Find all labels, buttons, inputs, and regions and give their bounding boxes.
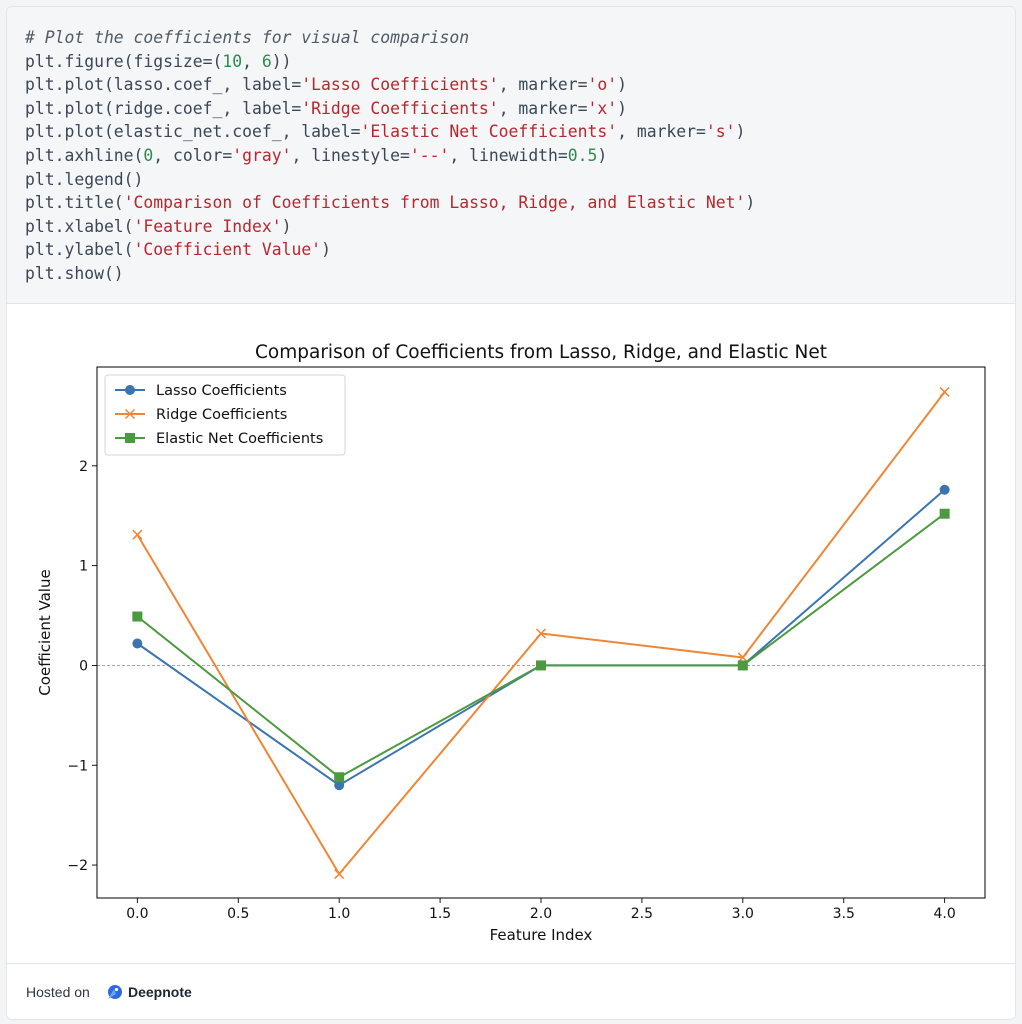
- code-token-code: , marker=: [498, 98, 588, 118]
- code-token-code: plt.show(): [25, 263, 124, 283]
- x-tick-label: 1.5: [429, 906, 451, 922]
- code-token-comment: # Plot the coefficients for visual compa…: [25, 28, 470, 47]
- code-token-str: '--': [409, 145, 450, 165]
- data-point: [939, 484, 950, 495]
- code-token-code: plt.plot(ridge.coef_, label=: [25, 98, 302, 118]
- code-token-code: plt.plot(elastic_net.coef_, label=: [25, 122, 361, 142]
- data-point: [939, 508, 950, 519]
- code-line: # Plot the coefficients for visual compa…: [25, 26, 755, 50]
- code-line: plt.ylabel('Coefficient Value'): [25, 238, 755, 262]
- y-tick-label: −1: [67, 758, 88, 774]
- deepnote-logo-icon[interactable]: [105, 983, 123, 1001]
- footer: Hosted on Deepnote: [7, 963, 1015, 1019]
- y-axis-label: Coefficient Value: [36, 569, 54, 695]
- legend-label: Ridge Coefficients: [156, 407, 287, 423]
- code-token-code: ): [597, 145, 608, 165]
- code-token-code: ): [735, 122, 746, 142]
- code-line: plt.axhline(0, color='gray', linestyle='…: [25, 144, 755, 168]
- code-token-str: 'Elastic Net Coefficients': [360, 122, 618, 142]
- legend-label: Elastic Net Coefficients: [156, 431, 323, 447]
- code-token-str: 'x': [587, 98, 618, 118]
- data-point: [939, 386, 950, 397]
- x-tick-label: 2.0: [530, 906, 552, 922]
- y-tick-label: 1: [79, 559, 88, 575]
- y-tick-label: 0: [79, 658, 88, 674]
- code-token-code: , marker=: [617, 122, 706, 142]
- code-line: plt.plot(lasso.coef_, label='Lasso Coeff…: [25, 73, 755, 97]
- code-token-code: , linewidth=: [449, 145, 568, 165]
- series-line-0: [136, 489, 946, 787]
- chart-title: Comparison of Coefficients from Lasso, R…: [255, 342, 827, 363]
- code-line: plt.plot(ridge.coef_, label='Ridge Coeff…: [25, 97, 755, 121]
- code-line: plt.figure(figsize=(10, 6)): [25, 50, 755, 74]
- code-token-code: plt.xlabel(: [25, 216, 134, 236]
- code-line: plt.legend(): [25, 168, 755, 192]
- code-token-code: plt.plot(lasso.coef_, label=: [25, 75, 302, 95]
- legend-label: Lasso Coefficients: [156, 383, 287, 399]
- x-tick-label: 0.0: [126, 906, 148, 922]
- code-token-code: plt.legend(): [25, 169, 144, 189]
- code-token-str: 'Feature Index': [133, 216, 282, 236]
- code-token-code: ): [745, 193, 756, 213]
- legend-swatch-marker: [125, 385, 135, 395]
- data-point: [334, 772, 345, 783]
- y-tick-label: 2: [79, 459, 88, 475]
- code-token-code: ): [617, 75, 627, 95]
- data-point: [535, 628, 547, 639]
- code-token-code: plt.ylabel(: [25, 240, 134, 260]
- code-token-str: 'o': [587, 75, 618, 95]
- code-line: plt.show(): [25, 262, 755, 286]
- y-tick-label: −2: [67, 858, 88, 874]
- code-token-num: 10: [222, 51, 243, 71]
- code-token-num: 0: [143, 145, 154, 165]
- plot-frame: [96, 366, 986, 899]
- data-point: [536, 660, 546, 671]
- code-line: plt.title('Comparison of Coefficients fr…: [25, 191, 755, 215]
- code-token-str: 'Lasso Coefficients': [301, 75, 499, 95]
- code-line: plt.xlabel('Feature Index'): [25, 215, 755, 239]
- data-point: [132, 638, 143, 649]
- data-point: [737, 660, 748, 671]
- code-line: plt.plot(elastic_net.coef_, label='Elast…: [25, 120, 755, 144]
- code-token-str: 'Coefficient Value': [133, 240, 322, 260]
- x-tick-label: 4.0: [934, 906, 956, 922]
- legend-swatch-marker: [125, 433, 135, 443]
- code-token-code: ,: [242, 51, 262, 71]
- code-token-code: plt.axhline(: [25, 145, 144, 165]
- x-tick-label: 1.0: [328, 906, 350, 922]
- code-token-str: 'Ridge Coefficients': [301, 98, 499, 118]
- hosted-on-text: Hosted on: [26, 984, 90, 1000]
- code-token-code: plt.figure(figsize=(: [25, 51, 223, 71]
- code-token-num: 6: [261, 51, 272, 71]
- deepnote-brand-link[interactable]: Deepnote: [128, 984, 192, 1000]
- code-token-num: 0.5: [567, 145, 598, 165]
- code-token-code: ): [617, 98, 627, 118]
- chart-legend: [104, 374, 346, 456]
- data-point: [132, 529, 143, 540]
- code-token-code: , marker=: [498, 75, 588, 95]
- x-tick-label: 2.5: [631, 906, 653, 922]
- code-token-code: , color=: [153, 145, 233, 165]
- code-token-code: plt.title(: [25, 193, 124, 213]
- data-point: [334, 869, 345, 880]
- legend-swatch-marker: [124, 408, 136, 420]
- coefficient-line-chart: Comparison of Coefficients from Lasso, R…: [36, 342, 986, 944]
- code-cell[interactable]: # Plot the coefficients for visual compa…: [7, 7, 1015, 304]
- code-token-str: 'gray': [232, 145, 292, 165]
- x-tick-label: 3.0: [732, 906, 754, 922]
- data-point: [334, 780, 345, 791]
- output-cell: Comparison of Coefficients from Lasso, R…: [7, 304, 1015, 962]
- code-token-code: ): [281, 216, 292, 236]
- x-tick-label: 0.5: [227, 906, 249, 922]
- data-point: [132, 611, 143, 622]
- code-token-code: )): [271, 51, 292, 71]
- code-token-code: , linestyle=: [291, 145, 410, 165]
- x-tick-label: 3.5: [833, 906, 855, 922]
- x-axis-label: Feature Index: [490, 926, 593, 944]
- code-token-code: ): [321, 240, 331, 260]
- code-token-str: 's': [705, 122, 736, 142]
- notebook-cell-card: # Plot the coefficients for visual compa…: [6, 6, 1016, 1020]
- code-token-str: 'Comparison of Coefficients from Lasso, …: [123, 193, 746, 213]
- code-block[interactable]: # Plot the coefficients for visual compa…: [25, 26, 755, 286]
